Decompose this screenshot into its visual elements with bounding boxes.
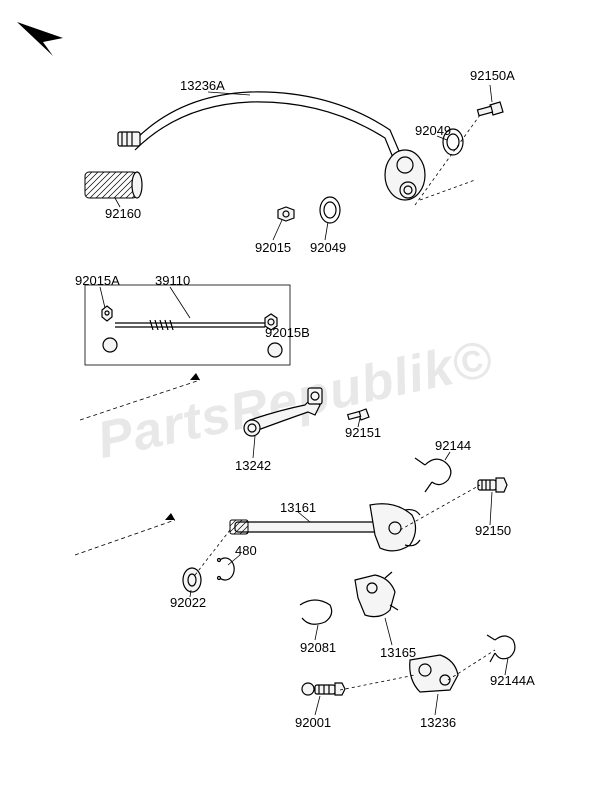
label-92015a: 92015A [75,273,120,288]
label-39110: 39110 [155,273,190,288]
part-pawl-13165 [355,572,398,645]
part-rod-assy [85,285,290,365]
label-13161: 13161 [280,500,316,515]
part-bolt-92001 [302,683,345,715]
exploded-arrow-bottom [75,513,175,555]
label-13236a: 13236A [180,78,225,93]
label-92151: 92151 [345,425,381,440]
label-92160: 92160 [105,206,141,221]
label-92144a: 92144A [490,673,535,688]
label-13165: 13165 [380,645,416,660]
part-shift-shaft [230,504,420,551]
part-bolt-92150 [478,478,507,525]
label-92049-mid: 92049 [310,240,346,255]
label-92081: 92081 [300,640,336,655]
part-seal-92049-mid [320,197,340,240]
part-circlip-480 [218,555,241,580]
part-washer-92022 [183,568,201,597]
diagram-container: PartsRepublik© [0,0,589,799]
label-92049-top: 92049 [415,123,451,138]
part-lever-13242 [244,388,322,458]
label-92144: 92144 [435,438,471,453]
part-spring-92081 [300,600,332,640]
label-13236: 13236 [420,715,456,730]
label-92150a: 92150A [470,68,515,83]
part-rubber-grip [85,172,142,207]
arrow-indicator-icon [15,20,70,65]
label-92150: 92150 [475,523,511,538]
label-92015b: 92015B [265,325,310,340]
part-spring-92144a [487,635,515,675]
label-480: 480 [235,543,257,558]
part-change-pedal-lever [135,92,425,200]
part-spring-92144 [415,452,451,492]
part-nut-92015 [273,207,294,240]
label-92022: 92022 [170,595,206,610]
label-13242: 13242 [235,458,271,473]
part-lever-13236 [410,655,458,715]
part-bolt-92150a [477,85,503,116]
label-92001: 92001 [295,715,331,730]
part-lever-bolt [118,132,140,146]
label-92015: 92015 [255,240,291,255]
exploded-arrow-mid [80,373,200,420]
